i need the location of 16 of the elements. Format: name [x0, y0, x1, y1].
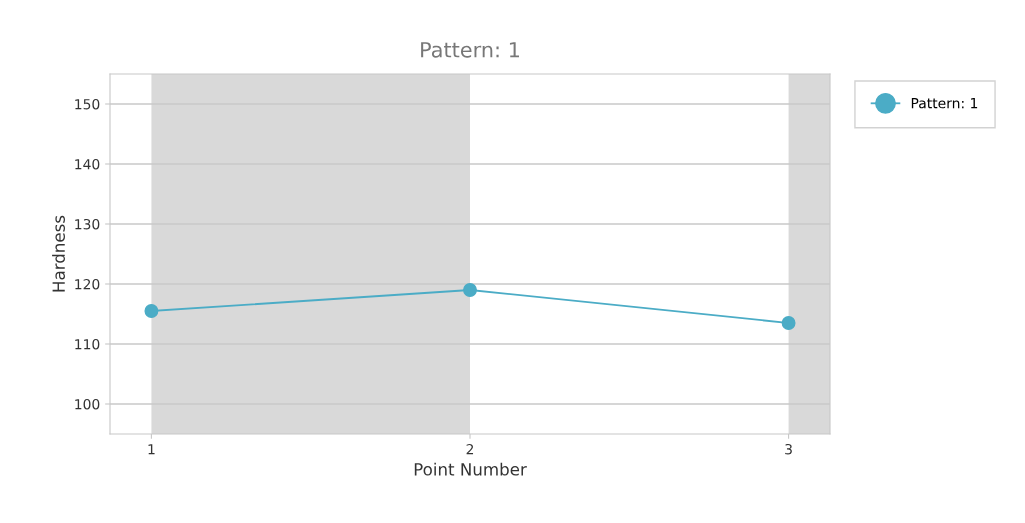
y-tick-label: 100	[75, 398, 100, 410]
y-axis-title: Hardness	[52, 215, 65, 292]
x-tick-label: 3	[785, 443, 792, 455]
y-tick-label: 120	[75, 278, 100, 290]
x-axis-title: Point Number	[414, 462, 527, 476]
chart-title: Pattern: 1	[421, 42, 519, 58]
y-tick-label: 110	[75, 338, 100, 350]
y-tick-label: 150	[75, 98, 100, 110]
y-tick-label: 140	[75, 158, 100, 170]
point	[144, 304, 159, 318]
point	[781, 316, 796, 330]
legend-label: Pattern: 1	[911, 98, 978, 109]
point	[463, 283, 477, 297]
y-tick-label: 130	[75, 218, 100, 230]
x-tick-label: 1	[148, 444, 155, 455]
x-tick-label: 2	[466, 443, 474, 455]
